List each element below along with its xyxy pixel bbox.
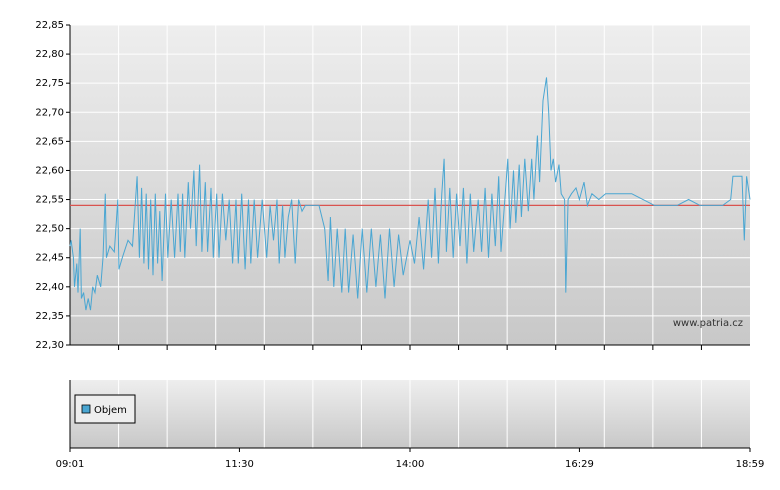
x-tick-label: 14:00 [396, 459, 425, 470]
y-tick-label: 22,85 [35, 20, 64, 31]
y-tick-label: 22,60 [35, 165, 64, 176]
y-tick-label: 22,75 [35, 78, 64, 89]
y-tick-label: 22,70 [35, 107, 64, 118]
x-tick-label: 16:29 [565, 459, 594, 470]
legend-label: Objem [94, 405, 127, 416]
y-tick-label: 22,50 [35, 224, 64, 235]
y-tick-label: 22,35 [35, 311, 64, 322]
y-tick-label: 22,65 [35, 136, 64, 147]
x-tick-label: 09:01 [56, 459, 85, 470]
y-tick-label: 22,45 [35, 253, 64, 264]
y-tick-label: 22,30 [35, 340, 64, 351]
legend-swatch [81, 404, 91, 414]
y-tick-label: 22,40 [35, 282, 64, 293]
legend-box [74, 394, 136, 424]
y-tick-label: 22,55 [35, 195, 64, 206]
y-tick-label: 22,80 [35, 49, 64, 60]
x-tick-label: 18:59 [736, 459, 765, 470]
x-tick-label: 11:30 [225, 459, 254, 470]
price-line [69, 77, 751, 311]
watermark: www.patria.cz [673, 318, 743, 329]
